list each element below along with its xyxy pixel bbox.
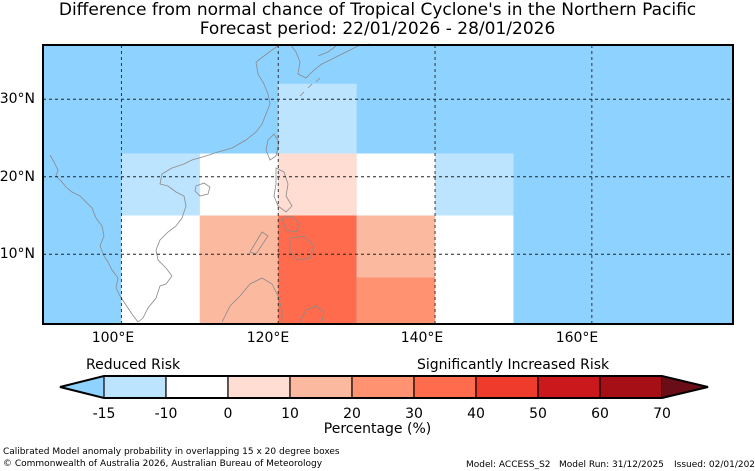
model-run: Model Run: 31/12/2025 bbox=[559, 460, 664, 470]
box-south-china-sea-south bbox=[199, 215, 279, 324]
colorbar-segment bbox=[103, 375, 167, 399]
increased-risk-label: Significantly Increased Risk bbox=[417, 357, 610, 373]
colorbar-segment bbox=[537, 375, 601, 399]
colorbar-tick-label: 70 bbox=[653, 406, 671, 422]
map-frame bbox=[42, 44, 734, 325]
colorbar-tick-label: 0 bbox=[223, 406, 233, 422]
lon-label-160e: 160°E bbox=[555, 330, 599, 346]
box-east-lower bbox=[435, 215, 514, 324]
colorbar-tick-label: 20 bbox=[343, 406, 361, 422]
risk-boxes bbox=[121, 83, 514, 324]
mindanao-coast bbox=[289, 235, 315, 261]
box-south-china-sea-north bbox=[199, 153, 279, 216]
borneo-coast bbox=[221, 277, 283, 323]
coastlines bbox=[49, 43, 371, 323]
colorbar-over-arrow bbox=[662, 376, 708, 398]
reduced-risk-label: Reduced Risk bbox=[86, 357, 181, 373]
box-north-central bbox=[278, 83, 357, 154]
colorbar-segment bbox=[227, 375, 291, 399]
box-central-south-upper bbox=[356, 215, 436, 278]
hainan-coast bbox=[194, 182, 211, 197]
colorbar-units: Percentage (%) bbox=[323, 421, 432, 437]
colorbar-segment bbox=[351, 375, 415, 399]
gridlines bbox=[43, 45, 733, 324]
colorbar-segment bbox=[475, 375, 539, 399]
colorbar-tick-label: 60 bbox=[591, 406, 609, 422]
lat-label-10n: 10°N bbox=[0, 246, 35, 262]
colorbar-outline bbox=[59, 375, 709, 399]
box-central-south-lower bbox=[356, 277, 436, 324]
ryukyu-islands bbox=[299, 77, 321, 97]
caption: Calibrated Model anomaly probability in … bbox=[3, 447, 340, 457]
colorbar-under-arrow bbox=[60, 376, 104, 398]
sulawesi-coast bbox=[299, 305, 325, 323]
colorbar-tick-label: 30 bbox=[405, 406, 423, 422]
lon-label-140e: 140°E bbox=[400, 330, 444, 346]
lat-label-20n: 20°N bbox=[0, 169, 35, 185]
box-east-upper bbox=[435, 153, 514, 216]
mainland-coast bbox=[49, 45, 279, 323]
colorbar-segment bbox=[413, 375, 477, 399]
colorbar-tick-label: -10 bbox=[154, 406, 178, 422]
colorbar-tick-label: -15 bbox=[92, 406, 116, 422]
model-name: Model: ACCESS_S2 bbox=[466, 460, 551, 470]
korea-japan-coast bbox=[289, 43, 371, 79]
box-philippines bbox=[278, 215, 357, 324]
lon-label-120e: 120°E bbox=[246, 330, 290, 346]
luzon-coast bbox=[273, 167, 293, 213]
colorbar-tick-label: 40 bbox=[467, 406, 485, 422]
forecast-period: Forecast period: 22/01/2026 - 28/01/2026 bbox=[199, 19, 556, 39]
lat-label-30n: 30°N bbox=[0, 91, 35, 107]
colorbar-tick-label: 10 bbox=[281, 406, 299, 422]
box-west-lower bbox=[121, 215, 200, 324]
colorbar-segment bbox=[289, 375, 353, 399]
visayas-coast bbox=[281, 215, 301, 233]
box-central-north bbox=[356, 153, 436, 216]
colorbar-segment bbox=[599, 375, 663, 399]
chart-title: Difference from normal chance of Tropica… bbox=[58, 0, 697, 20]
colorbar-tick-label: 50 bbox=[529, 406, 547, 422]
colorbar-segment bbox=[165, 375, 229, 399]
lon-label-100e: 100°E bbox=[91, 330, 135, 346]
issued-date: Issued: 02/01/2026 bbox=[674, 460, 755, 470]
taiwan-coast bbox=[265, 133, 280, 161]
copyright: © Commonwealth of Australia 2026, Austra… bbox=[3, 459, 323, 469]
